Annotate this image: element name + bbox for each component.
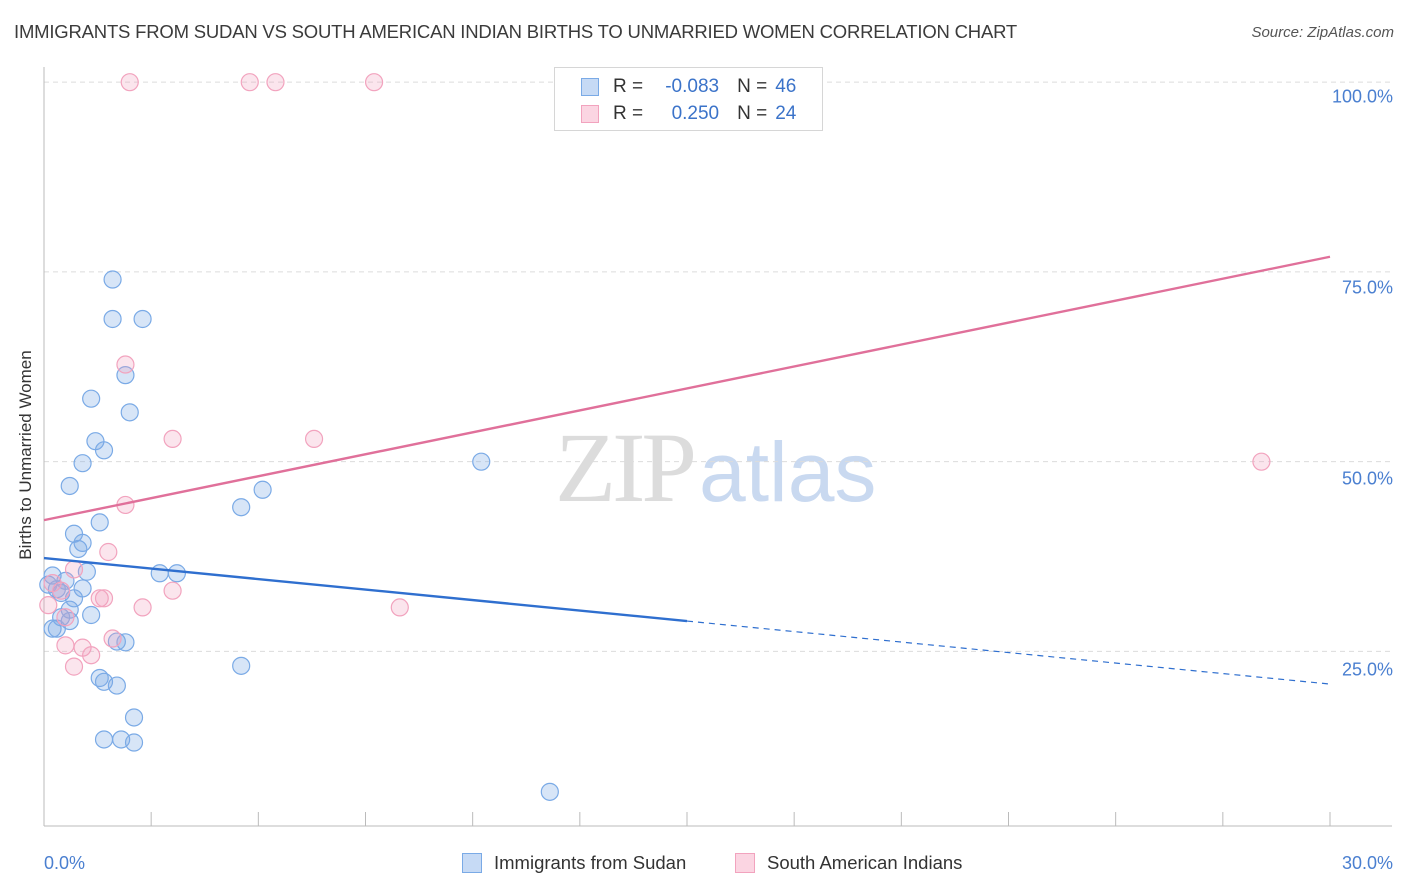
data-point-sudan xyxy=(124,708,144,727)
data-point-south-american-indians xyxy=(39,596,58,615)
bottom-legend-sudan[interactable]: Immigrants from Sudan xyxy=(462,852,686,874)
source-label: Source: ZipAtlas.com xyxy=(1251,24,1394,41)
data-point-south-american-indians xyxy=(133,598,152,617)
data-point-south-american-indians xyxy=(103,629,122,648)
legend-row-sudan: R = -0.083 N = 46 xyxy=(581,76,796,98)
data-point-south-american-indians xyxy=(90,589,109,608)
data-point-sudan xyxy=(150,564,169,583)
data-point-south-american-indians xyxy=(52,581,71,600)
data-point-sudan xyxy=(253,480,272,499)
data-point-south-american-indians xyxy=(240,73,259,92)
data-point-sudan xyxy=(116,366,135,385)
data-point-south-american-indians xyxy=(304,429,324,449)
chart-title: IMMIGRANTS FROM SUDAN VS SOUTH AMERICAN … xyxy=(14,21,1018,42)
bottom-legend-swatch-sudan xyxy=(462,853,482,873)
data-point-sudan xyxy=(73,533,92,552)
trend-line-extension-sudan xyxy=(686,620,1331,685)
y-tick-label-50: 50.0% xyxy=(1341,468,1393,489)
legend-row-south-american-indians: R = 0.250 N = 24 xyxy=(581,103,796,125)
data-point-south-american-indians xyxy=(64,657,84,676)
x-tick-label-max: 30.0% xyxy=(1341,853,1393,873)
data-point-sudan xyxy=(73,579,92,598)
data-point-south-american-indians xyxy=(94,589,114,608)
data-point-sudan xyxy=(107,676,126,695)
bottom-legend-label-south-american-indians: South American Indians xyxy=(767,852,963,873)
legend-r-label: R = xyxy=(613,103,644,124)
correlation-legend: R = -0.083 N = 46 R = 0.250 N = 24 xyxy=(554,67,823,131)
y-tick-label-25: 25.0% xyxy=(1341,659,1393,680)
trend-line-south-american-indians xyxy=(43,255,1331,522)
bottom-legend-south-american-indians[interactable]: South American Indians xyxy=(735,852,962,874)
y-tick-label-75: 75.0% xyxy=(1341,277,1393,298)
legend-n-value-south-american-indians: 24 xyxy=(775,103,797,124)
data-point-sudan xyxy=(120,403,139,422)
data-point-south-american-indians xyxy=(64,560,84,579)
data-point-south-american-indians xyxy=(163,581,182,600)
data-point-sudan xyxy=(94,730,114,749)
watermark-zip-text: ZIP xyxy=(555,412,697,523)
data-point-sudan xyxy=(60,476,79,496)
data-point-south-american-indians xyxy=(82,646,101,665)
data-point-sudan xyxy=(472,452,491,471)
data-point-sudan xyxy=(232,498,251,517)
data-point-south-american-indians xyxy=(116,355,135,374)
legend-r-value-sudan: -0.083 xyxy=(665,76,720,97)
legend-r-label: R = xyxy=(613,76,644,97)
data-point-south-american-indians xyxy=(390,598,409,617)
legend-r-value-south-american-indians: 0.250 xyxy=(671,103,720,124)
data-point-sudan xyxy=(232,656,251,675)
data-point-sudan xyxy=(133,309,152,329)
data-point-sudan xyxy=(103,270,122,289)
legend-n-label: N = xyxy=(737,103,768,124)
data-point-sudan xyxy=(90,513,109,532)
trend-line-sudan xyxy=(43,556,688,623)
data-point-south-american-indians xyxy=(364,73,384,92)
data-point-sudan xyxy=(73,454,92,473)
zipatlas-watermark: ZIPatlas xyxy=(555,410,876,525)
data-point-south-american-indians xyxy=(163,429,182,449)
legend-n-value-sudan: 46 xyxy=(775,76,797,97)
data-point-sudan xyxy=(82,389,101,408)
x-tick-label-min: 0.0% xyxy=(44,853,86,873)
bottom-legend-label-sudan: Immigrants from Sudan xyxy=(494,852,687,873)
legend-swatch-south-american-indians xyxy=(581,105,599,123)
data-point-sudan xyxy=(82,605,101,625)
data-point-south-american-indians xyxy=(120,73,139,92)
data-point-south-american-indians xyxy=(266,73,285,92)
legend-n-label: N = xyxy=(737,76,768,97)
y-tick-label-100: 100.0% xyxy=(1331,86,1393,107)
y-axis-label: Births to Unmarried Women xyxy=(16,350,35,560)
data-point-south-american-indians xyxy=(99,542,118,562)
bottom-legend-swatch-south-american-indians xyxy=(735,853,755,873)
data-point-south-american-indians xyxy=(56,608,75,627)
data-point-sudan xyxy=(94,441,114,460)
data-point-south-american-indians xyxy=(1252,452,1271,471)
data-point-sudan xyxy=(124,733,144,752)
watermark-atlas-text: atlas xyxy=(699,425,877,519)
data-point-south-american-indians xyxy=(56,636,75,655)
data-point-sudan xyxy=(103,309,122,329)
legend-swatch-sudan xyxy=(581,78,599,96)
data-point-sudan xyxy=(167,564,186,583)
data-point-sudan xyxy=(540,782,559,801)
